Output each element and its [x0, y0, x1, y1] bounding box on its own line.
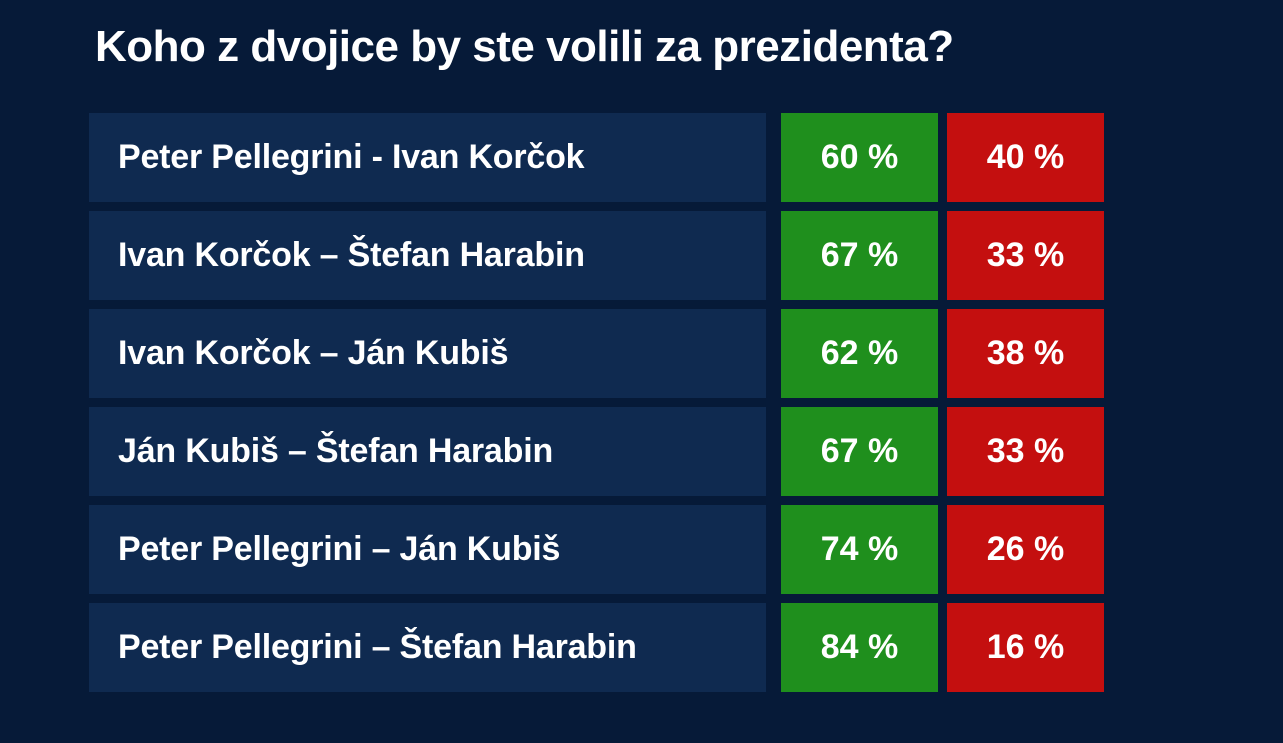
- first-candidate-percent: 67 %: [781, 211, 938, 300]
- candidate-pair-label: Ivan Korčok – Štefan Harabin: [89, 211, 766, 300]
- second-candidate-percent: 16 %: [947, 603, 1104, 692]
- candidate-pair-label: Peter Pellegrini – Ján Kubiš: [89, 505, 766, 594]
- candidate-pair-label: Ján Kubiš – Štefan Harabin: [89, 407, 766, 496]
- table-row: Peter Pellegrini – Štefan Harabin 84 % 1…: [89, 603, 1104, 692]
- table-row: Peter Pellegrini - Ivan Korčok 60 % 40 %: [89, 113, 1104, 202]
- first-candidate-percent: 84 %: [781, 603, 938, 692]
- table-row: Peter Pellegrini – Ján Kubiš 74 % 26 %: [89, 505, 1104, 594]
- first-candidate-percent: 60 %: [781, 113, 938, 202]
- second-candidate-percent: 33 %: [947, 211, 1104, 300]
- second-candidate-percent: 26 %: [947, 505, 1104, 594]
- candidate-pair-label: Peter Pellegrini – Štefan Harabin: [89, 603, 766, 692]
- second-candidate-percent: 33 %: [947, 407, 1104, 496]
- table-row: Ján Kubiš – Štefan Harabin 67 % 33 %: [89, 407, 1104, 496]
- table-row: Ivan Korčok – Štefan Harabin 67 % 33 %: [89, 211, 1104, 300]
- candidate-pair-label: Ivan Korčok – Ján Kubiš: [89, 309, 766, 398]
- candidate-pair-label: Peter Pellegrini - Ivan Korčok: [89, 113, 766, 202]
- table-row: Ivan Korčok – Ján Kubiš 62 % 38 %: [89, 309, 1104, 398]
- results-table: Peter Pellegrini - Ivan Korčok 60 % 40 %…: [89, 113, 1104, 692]
- first-candidate-percent: 74 %: [781, 505, 938, 594]
- chart-title: Koho z dvojice by ste volili za preziden…: [95, 22, 954, 71]
- first-candidate-percent: 62 %: [781, 309, 938, 398]
- second-candidate-percent: 40 %: [947, 113, 1104, 202]
- first-candidate-percent: 67 %: [781, 407, 938, 496]
- second-candidate-percent: 38 %: [947, 309, 1104, 398]
